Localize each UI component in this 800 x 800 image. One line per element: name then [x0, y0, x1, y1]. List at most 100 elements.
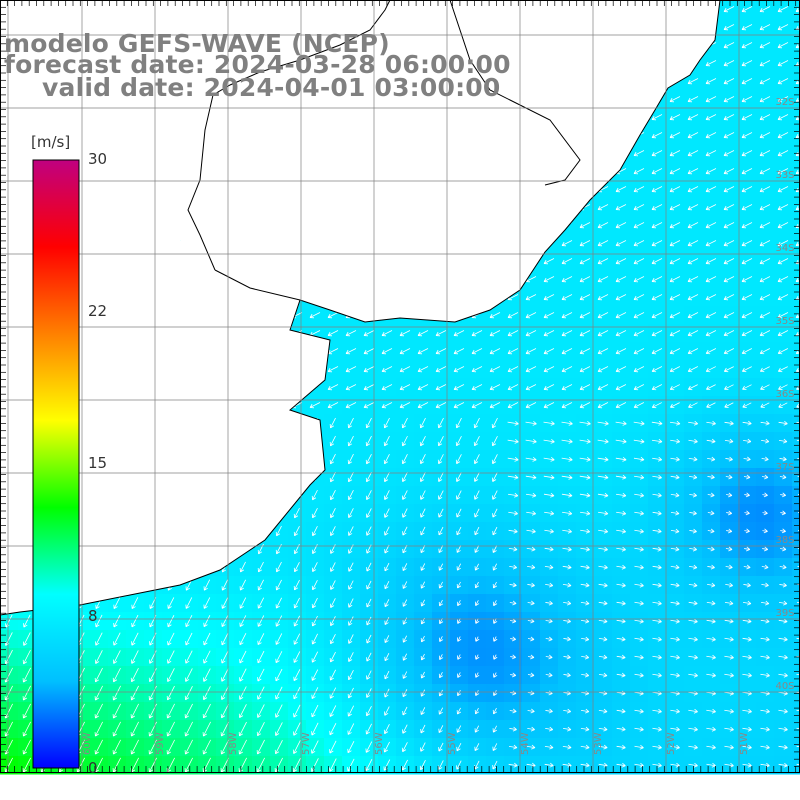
field-cell — [792, 576, 800, 595]
wind-arrow — [723, 330, 735, 337]
wind-arrow — [741, 258, 753, 265]
wind-arrow — [435, 402, 447, 409]
wind-arrow — [329, 651, 336, 663]
wind-arrow — [543, 456, 555, 462]
wind-arrow — [239, 632, 247, 646]
wind-arrow — [220, 721, 229, 737]
wind-arrow — [474, 581, 480, 589]
wind-arrow — [420, 635, 426, 643]
wind-arrow — [457, 654, 462, 660]
wind-arrow — [779, 582, 787, 588]
wind-arrow — [615, 438, 627, 444]
wind-arrow — [507, 366, 519, 373]
wind-arrow — [221, 597, 229, 609]
wind-arrow — [777, 240, 789, 247]
wind-arrow — [796, 673, 800, 676]
wind-arrow — [705, 294, 717, 301]
wind-arrow — [725, 582, 733, 588]
wind-arrow — [22, 649, 31, 665]
wind-arrow — [780, 528, 786, 534]
wind-arrow — [759, 276, 771, 283]
wind-arrow — [509, 564, 517, 570]
wind-arrow — [633, 168, 645, 175]
wind-arrow — [112, 739, 121, 755]
wind-arrow — [475, 672, 480, 678]
wind-arrow — [456, 508, 462, 518]
wind-arrow — [705, 366, 716, 373]
lon-label: 55W — [447, 732, 458, 755]
wind-arrow — [670, 654, 680, 660]
wind-arrow — [471, 330, 483, 337]
wind-arrow — [726, 528, 733, 534]
wind-arrow — [616, 546, 626, 552]
wind-arrow — [634, 690, 644, 696]
lon-label: 51W — [739, 732, 750, 755]
wind-arrow — [239, 668, 247, 682]
wind-arrow — [633, 204, 645, 211]
wind-arrow — [597, 258, 609, 265]
wind-arrow — [579, 240, 591, 247]
wind-arrow — [652, 726, 662, 732]
wind-arrow — [527, 636, 535, 642]
wind-arrow — [311, 526, 318, 537]
wind-arrow — [741, 96, 753, 103]
wind-arrow — [419, 454, 426, 465]
wind-arrow — [688, 672, 698, 678]
wind-arrow — [725, 564, 733, 570]
wind-arrow — [759, 366, 770, 373]
wind-arrow — [759, 114, 771, 121]
wind-arrow — [723, 186, 735, 193]
wind-arrow — [435, 366, 447, 373]
wind-arrow — [579, 258, 591, 265]
field-cell — [792, 468, 800, 487]
wind-arrow — [561, 312, 573, 319]
wind-arrow — [669, 150, 681, 157]
wind-arrow — [489, 312, 501, 319]
wind-arrow — [491, 472, 498, 482]
wind-arrow — [474, 508, 480, 518]
wind-arrow — [706, 726, 716, 732]
wind-arrow — [579, 456, 591, 462]
wind-arrow — [435, 384, 447, 391]
wind-arrow — [437, 435, 444, 447]
wind-arrow — [777, 366, 788, 373]
wind-arrow — [777, 150, 789, 157]
wind-arrow — [563, 654, 571, 660]
wind-arrow — [221, 668, 229, 682]
wind-arrow — [670, 618, 680, 624]
wind-arrow — [365, 688, 372, 698]
wind-arrow — [275, 704, 283, 718]
wind-arrow — [687, 204, 699, 211]
wind-arrow — [651, 240, 663, 247]
wind-arrow — [471, 402, 483, 409]
wind-arrow — [651, 438, 663, 444]
wind-arrow — [527, 708, 535, 714]
wind-arrow — [687, 312, 699, 319]
wind-arrow — [383, 417, 390, 429]
wind-arrow — [597, 402, 609, 409]
wind-arrow — [651, 204, 663, 211]
wind-arrow — [489, 366, 501, 373]
wind-arrow — [130, 703, 139, 719]
field-cell — [792, 702, 800, 721]
wind-arrow — [545, 582, 554, 588]
wind-arrow — [508, 546, 518, 552]
wind-arrow — [363, 366, 375, 373]
wind-arrow — [453, 366, 465, 373]
wind-arrow — [543, 348, 555, 355]
wind-arrow — [579, 348, 591, 355]
wind-arrow — [437, 454, 444, 465]
field-cell — [792, 522, 800, 541]
wind-arrow — [778, 726, 788, 732]
wind-arrow — [688, 708, 698, 714]
wind-arrow — [723, 312, 735, 319]
wind-arrow — [384, 526, 390, 536]
wind-arrow — [456, 563, 462, 571]
wind-arrow — [579, 222, 591, 229]
wind-arrow — [796, 709, 800, 712]
wind-arrow — [489, 330, 501, 337]
wind-arrow — [507, 312, 519, 319]
wind-arrow — [399, 384, 411, 391]
